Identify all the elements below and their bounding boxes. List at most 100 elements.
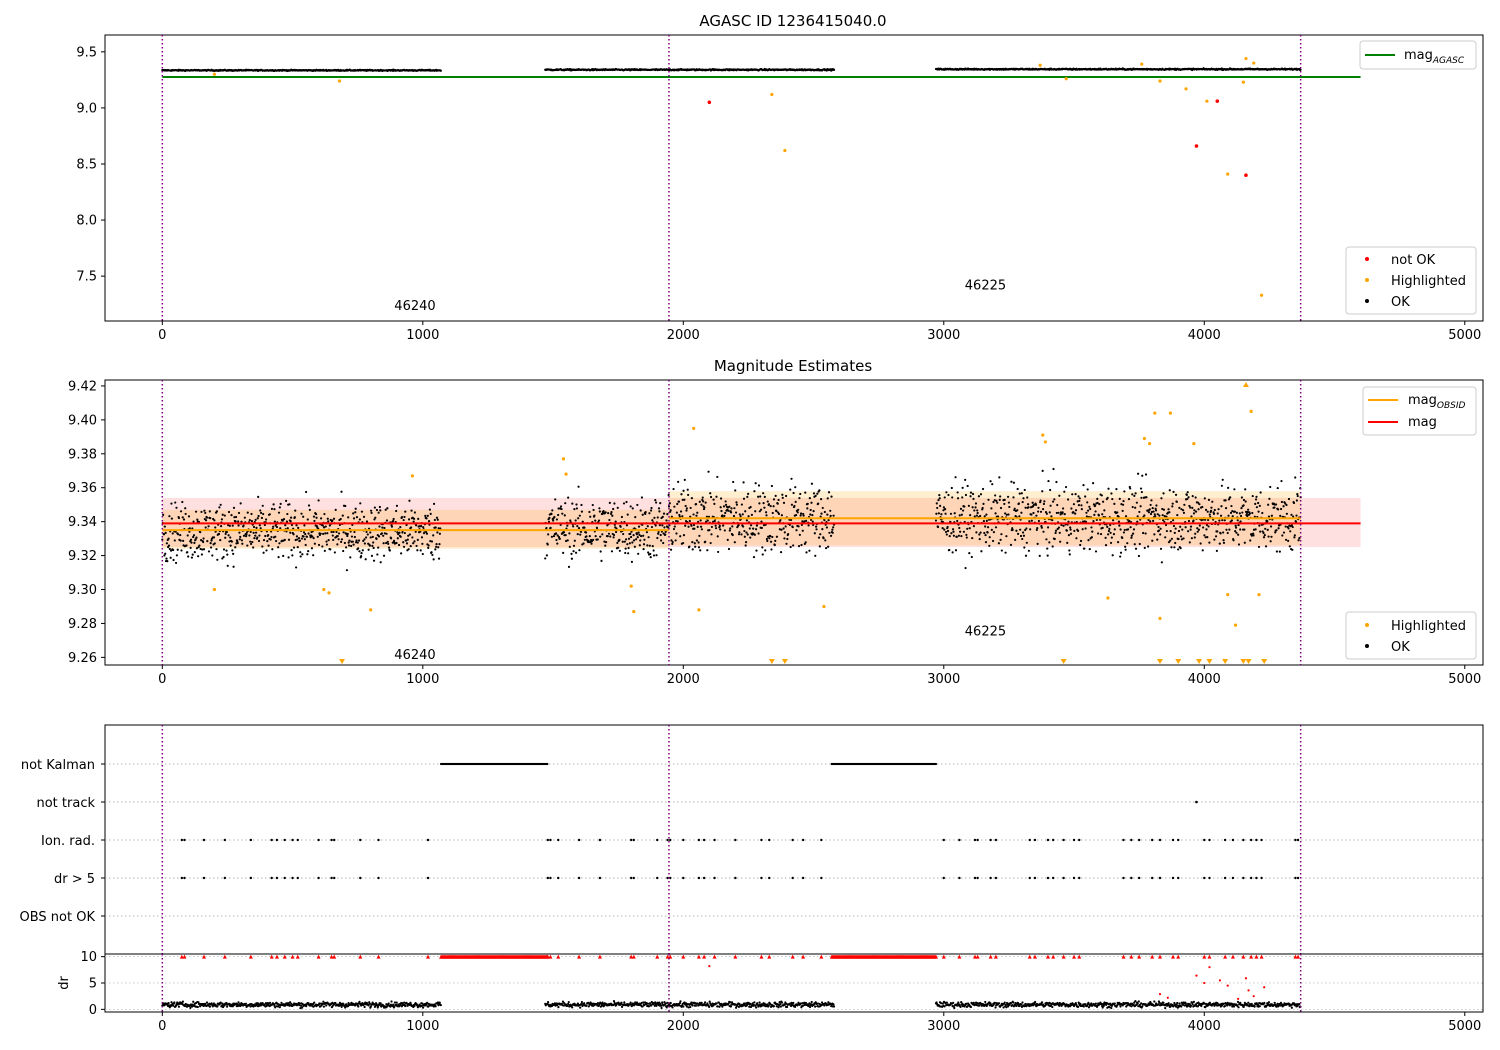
ok-point xyxy=(777,498,780,502)
ok-point xyxy=(289,516,293,519)
ok-point xyxy=(1162,492,1165,495)
ok-point xyxy=(289,520,292,523)
ok-point xyxy=(1129,487,1132,490)
ok-point xyxy=(698,500,701,503)
ok-point xyxy=(612,536,615,539)
dr-ok-point xyxy=(167,1002,170,1005)
ok-point xyxy=(1067,534,1071,537)
ok-point xyxy=(817,502,820,505)
ok-point xyxy=(824,539,827,542)
ok-point xyxy=(308,508,311,511)
ok-point xyxy=(681,498,684,501)
ok-point xyxy=(1218,519,1221,522)
ok-point xyxy=(346,534,349,538)
ok-point xyxy=(948,534,951,538)
ion-rad-point xyxy=(1072,838,1076,842)
ok-point xyxy=(1241,511,1244,514)
ok-point xyxy=(745,531,748,534)
ok-point xyxy=(1119,555,1122,558)
ok-point xyxy=(304,490,308,494)
ok-point xyxy=(627,546,630,550)
ok-point xyxy=(1230,519,1233,522)
dr-gt-5-point xyxy=(768,876,771,880)
ok-point xyxy=(1285,512,1289,515)
obsid-label: 46240 xyxy=(394,648,435,663)
dr-ok-point xyxy=(321,1002,324,1005)
ok-point xyxy=(594,519,597,522)
ok-point xyxy=(405,523,408,527)
ok-point xyxy=(754,482,757,485)
dr-ok-point xyxy=(587,1005,590,1008)
ok-point xyxy=(1000,533,1003,536)
ok-point xyxy=(1079,539,1083,543)
ok-point xyxy=(603,540,606,543)
ok-point xyxy=(1270,514,1273,517)
ok-point xyxy=(1019,528,1022,531)
ok-point xyxy=(1222,531,1225,534)
ok-point xyxy=(1115,488,1118,491)
ok-point xyxy=(618,549,621,552)
ok-point xyxy=(283,538,286,541)
ok-point xyxy=(1263,534,1266,537)
ok-point xyxy=(1048,541,1051,544)
ok-point xyxy=(176,548,179,551)
ok-point xyxy=(742,525,745,528)
ok-point xyxy=(250,520,254,523)
ion-rad-point xyxy=(713,838,716,842)
ok-point xyxy=(545,526,548,530)
ok-point xyxy=(1290,513,1293,516)
ok-point xyxy=(1184,526,1187,529)
ok-point xyxy=(991,483,994,486)
ok-point xyxy=(1119,528,1122,531)
ok-point xyxy=(699,525,703,528)
ok-point xyxy=(1100,494,1103,497)
not-kalman-point xyxy=(546,762,549,766)
ok-point xyxy=(244,535,248,538)
ok-point xyxy=(362,515,366,518)
legend-label: not OK xyxy=(1391,253,1436,268)
ok-point xyxy=(659,533,662,537)
ok-point xyxy=(783,537,786,540)
ok-point xyxy=(971,506,974,509)
ok-point xyxy=(544,557,547,560)
ok-point xyxy=(388,549,391,552)
ok-point xyxy=(685,509,688,512)
ok-point xyxy=(370,511,373,514)
ok-point xyxy=(940,513,943,516)
ok-point xyxy=(669,509,672,512)
dr-gt-5-point xyxy=(377,876,380,880)
ok-point xyxy=(234,515,238,519)
ion-rad-point xyxy=(270,838,273,842)
ok-point xyxy=(427,546,430,549)
ok-point xyxy=(1109,523,1112,527)
ion-rad-point xyxy=(942,838,945,842)
ok-point xyxy=(429,512,432,515)
dr-gt-5-point xyxy=(426,876,430,880)
ok-point xyxy=(1254,502,1257,505)
ok-point xyxy=(1052,467,1055,471)
ok-point xyxy=(367,548,370,551)
ok-point xyxy=(641,513,644,516)
ok-point xyxy=(1251,494,1254,498)
dr-gt-5-point xyxy=(973,876,977,880)
ok-point xyxy=(642,548,645,551)
ok-point xyxy=(984,533,987,537)
ok-point xyxy=(1061,507,1065,510)
ok-point xyxy=(1071,493,1074,496)
ok-point xyxy=(729,527,732,530)
ok-point xyxy=(366,533,369,536)
legend-label: OK xyxy=(1391,640,1410,655)
ok-point xyxy=(1196,527,1199,530)
ok-point xyxy=(974,506,977,509)
ok-point xyxy=(190,556,193,559)
ok-point xyxy=(1211,500,1214,503)
ion-rad-point xyxy=(1062,838,1065,842)
dr-ok-point xyxy=(436,1001,440,1004)
ok-point xyxy=(239,502,242,505)
ok-point xyxy=(236,540,239,543)
ok-point xyxy=(808,549,811,552)
ok-point xyxy=(272,503,275,506)
ok-point xyxy=(1247,508,1250,511)
ok-point xyxy=(1252,532,1255,535)
ok-point xyxy=(689,506,692,510)
